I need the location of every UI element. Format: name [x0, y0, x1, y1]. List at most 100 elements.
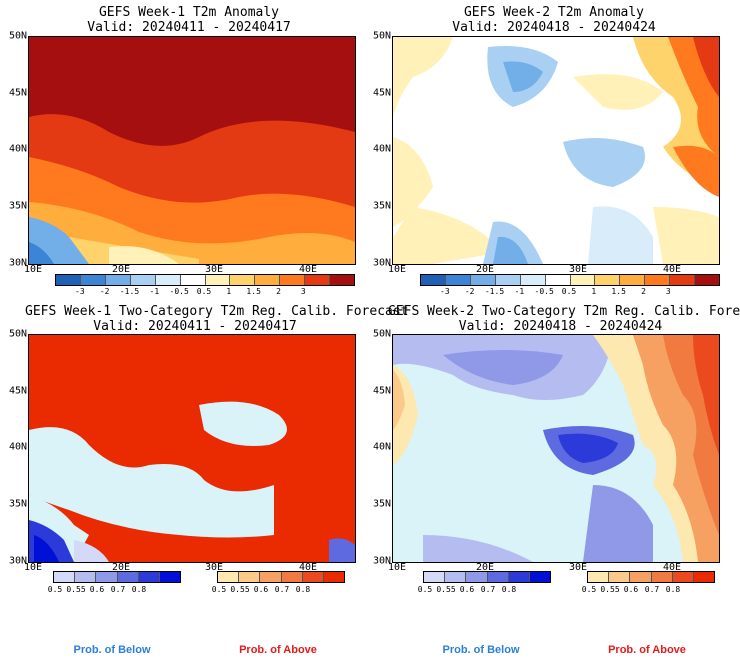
prob-above-label-2: Prob. of Above	[608, 644, 686, 656]
prob-tick-label: 0.5	[417, 585, 433, 594]
colorbar-swatch	[155, 275, 181, 285]
lon-label: 10E	[387, 562, 407, 573]
colorbar-swatch	[205, 275, 231, 285]
colorbar-swatch	[421, 275, 446, 285]
lon-label: 20E	[475, 562, 495, 573]
panel3-map	[28, 334, 356, 563]
colorbar-swatch	[54, 572, 76, 582]
prob-above-colorbar-2	[587, 571, 715, 583]
lat-label: 45N	[8, 385, 27, 397]
prob-below-colorbar-1	[53, 571, 181, 583]
lat-label: 30N	[8, 555, 27, 567]
colorbar-swatch	[693, 572, 715, 582]
prob-tick-label: 0.5	[211, 585, 227, 594]
prob-tick-label: 0.8	[501, 585, 517, 594]
prob-tick-label: 0.5	[581, 585, 597, 594]
colorbar-tick-label: 3	[300, 287, 306, 296]
panel4-title: GEFS Week-2 Two-Category T2m Reg. Calib.…	[388, 304, 740, 334]
colorbar-swatch	[508, 572, 530, 582]
colorbar-swatch	[609, 572, 631, 582]
lat-label: 40N	[372, 441, 391, 453]
lon-label: 20E	[111, 562, 131, 573]
colorbar-swatch	[470, 275, 496, 285]
colorbar-swatch	[230, 275, 256, 285]
lon-label: 20E	[111, 264, 131, 275]
colorbar-tick-label: -0.5	[169, 287, 189, 296]
colorbar-swatch	[570, 275, 596, 285]
prob-tick-label: 0.5	[47, 585, 63, 594]
lon-label: 30E	[204, 264, 224, 275]
prob-below-label-1: Prob. of Below	[73, 644, 151, 656]
prob-tick-label: 0.6	[89, 585, 105, 594]
panel4-title-line2: Valid: 20240418 - 20240424	[458, 319, 663, 334]
lon-label: 30E	[568, 264, 588, 275]
prob-tick-label: 0.7	[480, 585, 496, 594]
lat-label: 30N	[372, 555, 391, 567]
colorbar-swatch	[323, 572, 345, 582]
lon-label: 10E	[23, 264, 43, 275]
colorbar-swatch	[239, 572, 261, 582]
lat-label: 40N	[8, 143, 27, 155]
lat-label: 45N	[372, 87, 391, 99]
panel4-map	[392, 334, 720, 563]
colorbar-tick-label: 1.5	[611, 287, 626, 296]
colorbar-tick-label: 2	[641, 287, 646, 296]
colorbar-swatch	[595, 275, 621, 285]
colorbar-tick-label: -2	[99, 287, 110, 296]
prob-below-colorbar-2	[423, 571, 551, 583]
colorbar-tick-label: -1.5	[484, 287, 505, 296]
colorbar-swatch	[96, 572, 118, 582]
colorbar-swatch	[117, 572, 139, 582]
panel2-title-line1: GEFS Week-2 T2m Anomaly	[463, 5, 644, 20]
prob-tick-label: 0.6	[253, 585, 269, 594]
panel3-title-line1: GEFS Week-1 Two-Category T2m Reg. Calib.…	[25, 304, 409, 319]
prob-tick-label: 0.7	[110, 585, 126, 594]
prob-tick-label: 0.55	[436, 585, 456, 594]
colorbar-swatch	[138, 572, 160, 582]
lon-label: 40E	[662, 264, 682, 275]
colorbar-tick-label: 2	[276, 287, 281, 296]
lat-label: 50N	[8, 30, 27, 42]
lat-label: 45N	[372, 385, 391, 397]
lat-label: 50N	[372, 328, 391, 340]
colorbar-tick-label: -3	[75, 287, 85, 296]
anomaly-colorbar-1	[55, 274, 355, 286]
prob-below-label-2: Prob. of Below	[442, 644, 520, 656]
panel1-title: GEFS Week-1 T2m Anomaly Valid: 20240411 …	[25, 5, 353, 35]
colorbar-swatch	[302, 572, 324, 582]
lat-label: 35N	[8, 200, 27, 212]
colorbar-swatch	[620, 275, 646, 285]
panel1-map	[28, 36, 356, 265]
colorbar-swatch	[80, 275, 106, 285]
colorbar-swatch	[305, 275, 331, 285]
lat-label: 35N	[372, 200, 391, 212]
lat-label: 45N	[8, 87, 27, 99]
colorbar-swatch	[487, 572, 509, 582]
colorbar-tick-label: 1	[591, 287, 597, 296]
panel2-title: GEFS Week-2 T2m Anomaly Valid: 20240418 …	[390, 5, 718, 35]
colorbar-swatch	[695, 275, 720, 285]
colorbar-swatch	[280, 275, 306, 285]
panel1-title-line2: Valid: 20240411 - 20240417	[87, 20, 291, 35]
prob-tick-label: 0.55	[600, 585, 620, 594]
lat-label: 30N	[8, 257, 27, 269]
panel2-title-line2: Valid: 20240418 - 20240424	[452, 20, 656, 35]
colorbar-swatch	[281, 572, 303, 582]
colorbar-tick-label: -2	[464, 287, 475, 296]
colorbar-swatch	[105, 275, 131, 285]
lon-label: 40E	[662, 562, 682, 573]
panel1-title-line1: GEFS Week-1 T2m Anomaly	[98, 5, 279, 20]
lat-label: 40N	[372, 143, 391, 155]
colorbar-tick-label: -1	[514, 287, 525, 296]
lat-label: 35N	[372, 498, 391, 510]
lat-label: 35N	[8, 498, 27, 510]
colorbar-tick-label: 1	[226, 287, 232, 296]
colorbar-swatch	[180, 275, 206, 285]
prob-tick-label: 0.55	[230, 585, 250, 594]
lon-label: 40E	[298, 264, 318, 275]
prob-tick-label: 0.7	[274, 585, 290, 594]
colorbar-swatch	[445, 572, 467, 582]
colorbar-tick-label: 3	[665, 287, 671, 296]
colorbar-tick-label: -0.5	[534, 287, 554, 296]
prob-tick-label: 0.8	[665, 585, 681, 594]
